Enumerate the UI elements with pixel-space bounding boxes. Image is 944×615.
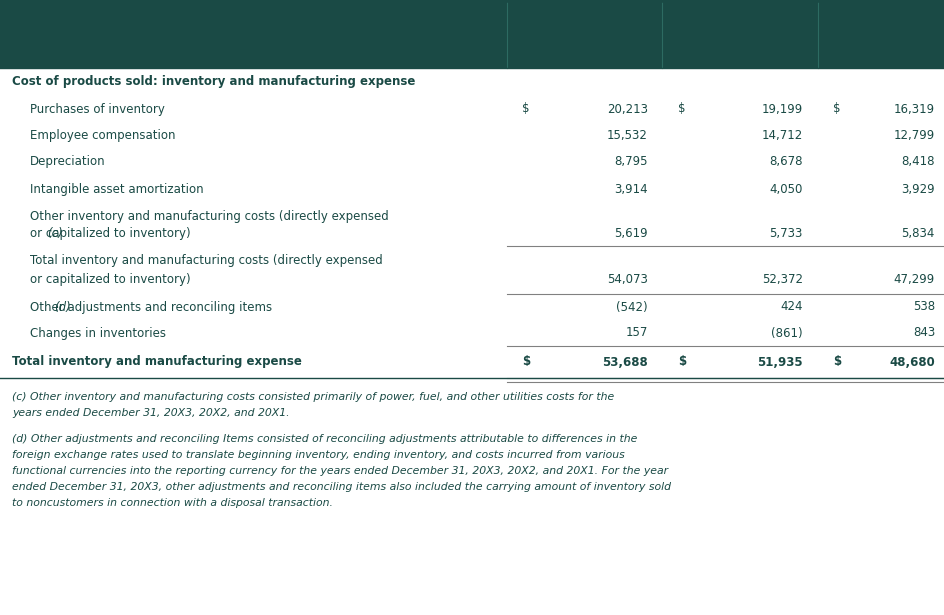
Text: $: $ [677,355,685,368]
Text: 424: 424 [780,301,802,314]
Text: 20X2: 20X2 [769,574,809,588]
Text: 3,914: 3,914 [614,183,648,197]
Text: Other inventory and manufacturing costs (directly expensed: Other inventory and manufacturing costs … [30,210,388,223]
Text: (c) Other inventory and manufacturing costs consisted primarily of power, fuel, : (c) Other inventory and manufacturing co… [12,392,614,402]
Text: Intangible asset amortization: Intangible asset amortization [30,183,203,197]
Text: 54,073: 54,073 [606,273,648,286]
Text: foreign exchange rates used to translate beginning inventory, ending inventory, : foreign exchange rates used to translate… [12,450,624,460]
Text: ended December 31, 20X3, other adjustments and reconciling items also included t: ended December 31, 20X3, other adjustmen… [12,482,670,492]
Text: (d) Other adjustments and reconciling Items consisted of reconciling adjustments: (d) Other adjustments and reconciling It… [12,434,636,444]
Text: Other adjustments and reconciling items: Other adjustments and reconciling items [30,301,272,314]
Text: Total inventory and manufacturing costs (directly expensed: Total inventory and manufacturing costs … [30,254,382,267]
Text: 53,688: 53,688 [601,355,648,368]
Text: 4,050: 4,050 [768,183,802,197]
Text: 5,834: 5,834 [901,227,934,240]
Text: 48,680: 48,680 [888,355,934,368]
Text: 538: 538 [912,301,934,314]
Text: $: $ [521,355,530,368]
Bar [0,0,944,68]
Text: 5,619: 5,619 [614,227,648,240]
Text: Cost of products sold: inventory and manufacturing expense: Cost of products sold: inventory and man… [12,76,415,89]
Text: 19,199: 19,199 [761,103,802,116]
Text: years ended December 31, 20X3, 20X2, and 20X1.: years ended December 31, 20X3, 20X2, and… [12,408,289,418]
Text: $: $ [521,103,529,116]
Text: 16,319: 16,319 [893,103,934,116]
Text: (c): (c) [47,227,63,240]
Text: or capitalized to inventory): or capitalized to inventory) [30,273,191,286]
Text: 14,712: 14,712 [761,129,802,141]
Text: Total inventory and manufacturing expense: Total inventory and manufacturing expens… [12,355,301,368]
Text: Depreciation: Depreciation [30,156,106,169]
Text: 5,733: 5,733 [768,227,802,240]
Text: (542): (542) [615,301,648,314]
Text: 20X1: 20X1 [891,574,931,588]
Text: 47,299: 47,299 [893,273,934,286]
Text: $: $ [832,103,839,116]
Text: or capitalized to inventory): or capitalized to inventory) [30,227,194,240]
Text: 3,929: 3,929 [901,183,934,197]
Text: $: $ [677,103,684,116]
Text: 12,799: 12,799 [893,129,934,141]
Text: 51,935: 51,935 [756,355,802,368]
Text: Changes in inventories: Changes in inventories [30,327,166,339]
Text: Employee compensation: Employee compensation [30,129,176,141]
Text: Purchases of inventory: Purchases of inventory [30,103,164,116]
Text: 157: 157 [625,327,648,339]
Text: 8,678: 8,678 [768,156,802,169]
Text: 20,213: 20,213 [606,103,648,116]
Text: (861): (861) [770,327,802,339]
Text: 8,795: 8,795 [614,156,648,169]
Text: to noncustomers in connection with a disposal transaction.: to noncustomers in connection with a dis… [12,498,332,508]
Text: functional currencies into the reporting currency for the years ended December 3: functional currencies into the reporting… [12,466,667,476]
Text: (d): (d) [54,301,71,314]
Text: 20X3: 20X3 [614,574,653,588]
Text: $: $ [832,355,840,368]
Text: 52,372: 52,372 [761,273,802,286]
Text: 8,418: 8,418 [901,156,934,169]
Text: 15,532: 15,532 [606,129,648,141]
Text: 843: 843 [912,327,934,339]
